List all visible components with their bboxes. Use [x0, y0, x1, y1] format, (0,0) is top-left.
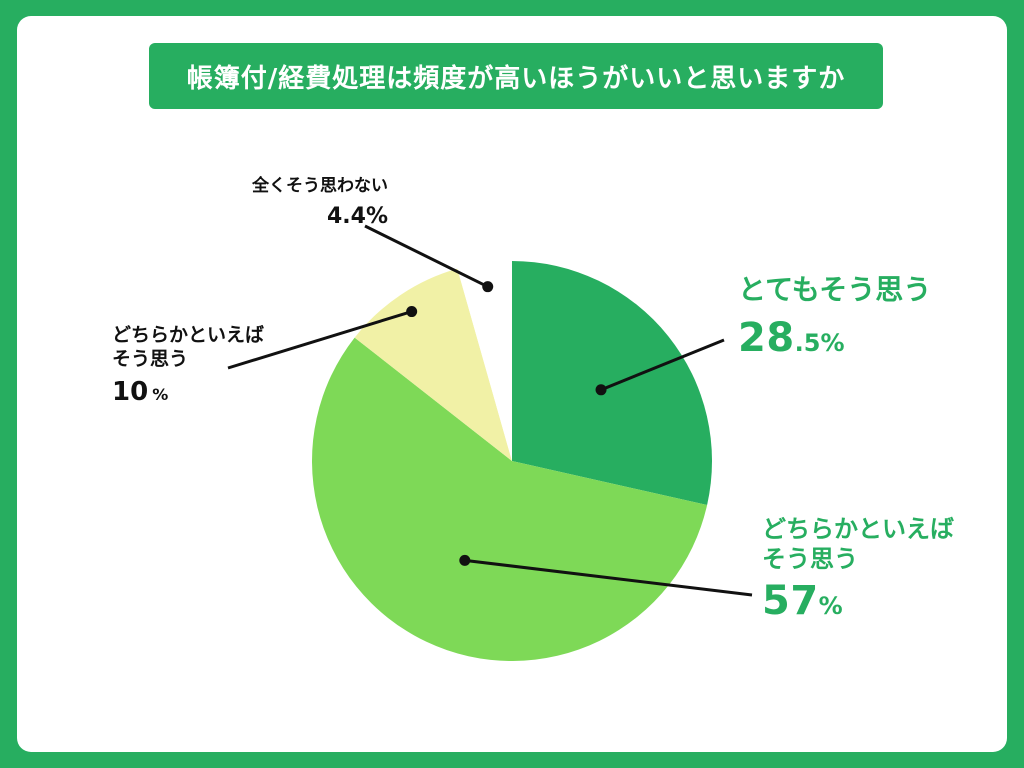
- slice-1-label-line1: どちらかといえば: [762, 515, 954, 543]
- leader-line-1: [464, 558, 753, 597]
- leader-dot-0: [595, 384, 607, 396]
- slice-0-value: 28: [738, 315, 795, 361]
- leader-line-2: [227, 310, 413, 370]
- leader-line-3: [364, 224, 489, 289]
- slice-0-unit: .5%: [794, 329, 845, 357]
- label-slice-3: 全くそう思わない 4.4%: [236, 176, 388, 231]
- leader-dot-3: [482, 281, 494, 293]
- label-slice-2: どちらかといえば そう思う 10%: [112, 324, 264, 408]
- pie-slice-0: [512, 261, 713, 505]
- slice-1-unit: %: [818, 592, 843, 620]
- slice-2-label-line2: そう思う: [112, 347, 189, 370]
- slice-2-value: 10: [112, 376, 149, 407]
- pie-slice-1: [312, 337, 708, 661]
- leader-dot-2: [406, 306, 418, 318]
- chart-title: 帳簿付/経費処理は頻度が高いほうがいいと思いますか: [186, 63, 846, 94]
- pie-slice-3: [457, 261, 512, 461]
- slice-1-label-line2: そう思う: [762, 545, 858, 573]
- slice-3-label: 全くそう思わない: [252, 176, 388, 196]
- label-slice-0: とてもそう思う 28.5%: [738, 272, 931, 363]
- slice-2-unit: %: [152, 384, 169, 404]
- slice-3-value: 4.4%: [326, 204, 388, 230]
- leader-dot-1: [459, 554, 471, 566]
- slice-1-value: 57: [762, 578, 819, 624]
- slice-0-label: とてもそう思う: [738, 273, 932, 306]
- leader-line-0: [600, 338, 725, 392]
- label-slice-1: どちらかといえば そう思う 57%: [762, 514, 954, 626]
- slice-2-label-line1: どちらかといえば: [112, 324, 265, 346]
- title-bar: 帳簿付/経費処理は頻度が高いほうがいいと思いますか: [149, 43, 883, 109]
